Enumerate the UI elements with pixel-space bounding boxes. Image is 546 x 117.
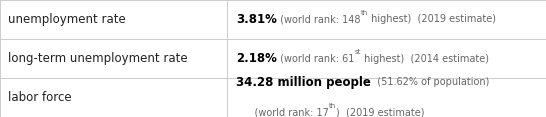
Text: st: st [355,49,361,55]
Text: 3.81%: 3.81% [236,13,277,26]
Text: (world rank: 17: (world rank: 17 [242,108,329,117]
Text: 34.28 million people: 34.28 million people [236,76,371,89]
Text: highest)  (2014 estimate): highest) (2014 estimate) [361,53,489,64]
Text: (world rank: 61: (world rank: 61 [277,53,355,64]
Text: (world rank: 148: (world rank: 148 [277,15,361,24]
Text: long-term unemployment rate: long-term unemployment rate [8,52,188,65]
Text: th: th [329,103,336,109]
Text: highest)  (2019 estimate): highest) (2019 estimate) [368,15,496,24]
Text: 2.18%: 2.18% [236,52,277,65]
Text: unemployment rate: unemployment rate [8,13,126,26]
Text: (51.62% of population): (51.62% of population) [371,77,490,87]
Text: labor force: labor force [8,91,72,104]
Text: th: th [361,10,368,16]
Text: )  (2019 estimate): ) (2019 estimate) [336,108,424,117]
